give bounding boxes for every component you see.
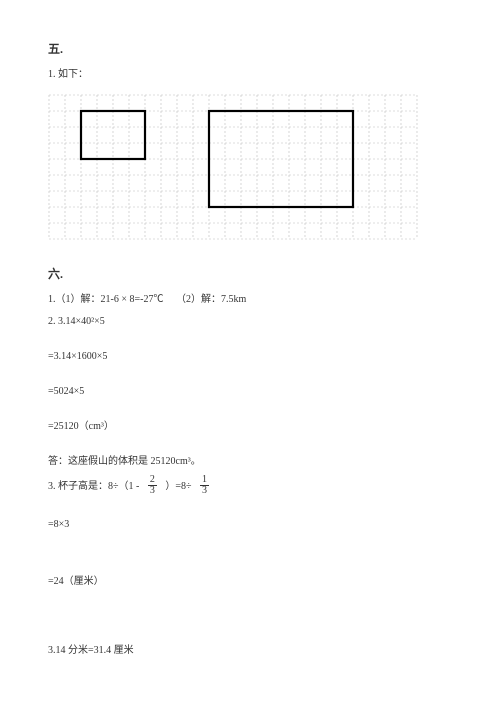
q1-line: 1.（1）解：21-6 × 8=-27℃ （2）解：7.5km <box>48 292 452 307</box>
q3-l4: 3.14 分米=31.4 厘米 <box>48 643 452 658</box>
grid-svg <box>48 94 418 240</box>
frac2-den: 3 <box>200 486 209 496</box>
q2-l2: =3.14×1600×5 <box>48 349 452 364</box>
q2-l3: =5024×5 <box>48 384 452 399</box>
section-5-line-1: 1. 如下： <box>48 67 452 82</box>
section-6-title: 六. <box>48 265 452 282</box>
q1-gap <box>166 294 174 305</box>
fraction-1-3: 1 3 <box>200 475 209 496</box>
frac1-den: 3 <box>148 486 157 496</box>
q3-l2: =8×3 <box>48 517 452 532</box>
q3-l1: 3. 杯子高是：8÷（1 - 2 3 ）=8÷ 1 3 <box>48 476 452 497</box>
fraction-2-3: 2 3 <box>148 475 157 496</box>
section-5-title: 五. <box>48 40 452 57</box>
q3-pre: 3. 杯子高是：8÷（1 - <box>48 481 139 492</box>
q2-l1: 2. 3.14×40²×5 <box>48 314 452 329</box>
q1-part2: （2）解：7.5km <box>176 294 246 305</box>
q1-part1: 1.（1）解：21-6 × 8=-27℃ <box>48 294 163 305</box>
grid-figure <box>48 94 452 239</box>
grid-container <box>48 94 428 239</box>
q2-answer: 答：这座假山的体积是 25120cm³。 <box>48 454 452 469</box>
q2-l4: =25120（cm³） <box>48 419 452 434</box>
q3-l3: =24（厘米） <box>48 574 452 589</box>
q3-mid: ）=8÷ <box>165 481 191 492</box>
